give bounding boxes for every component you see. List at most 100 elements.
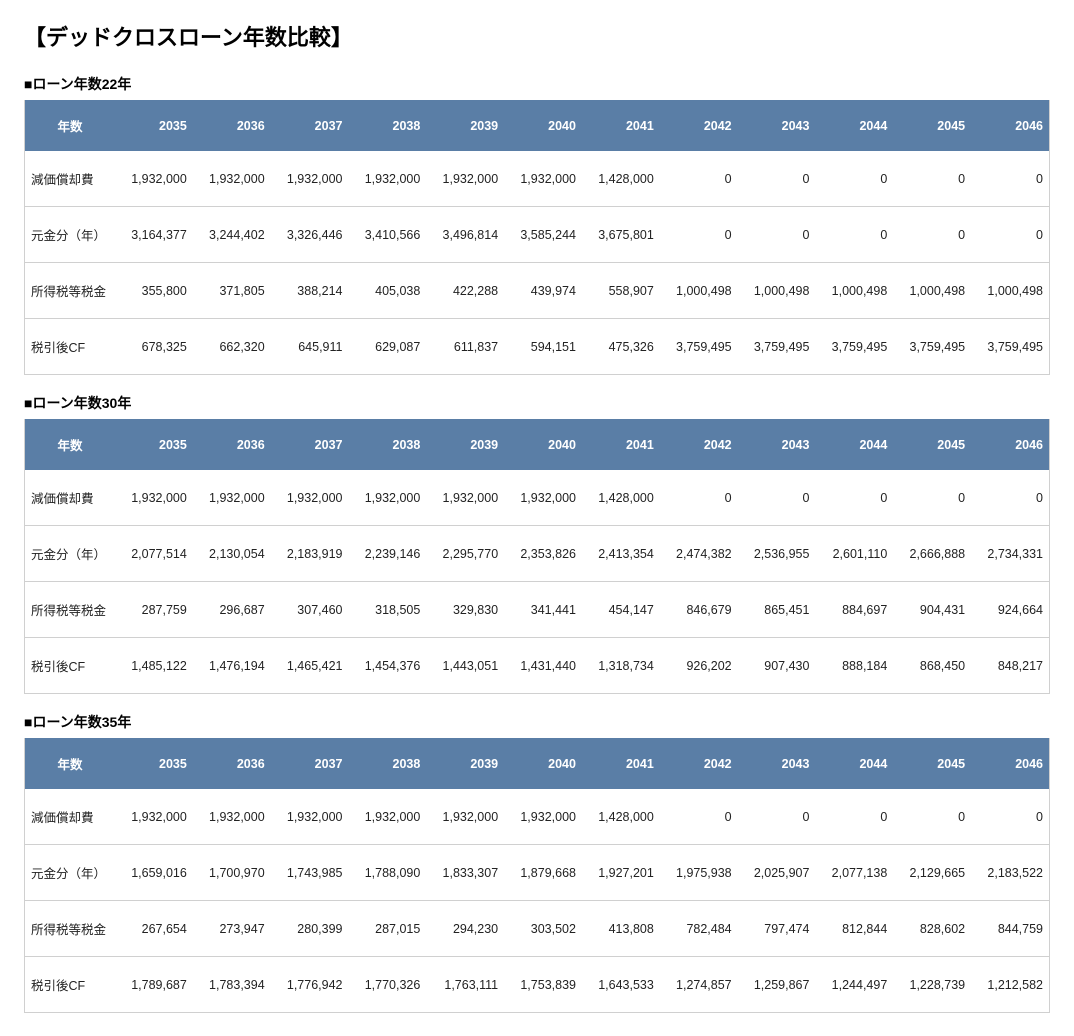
cell-value: 3,759,495 (971, 319, 1049, 375)
row-label: 所得税等税金 (25, 582, 115, 638)
cell-value: 280,399 (271, 901, 349, 957)
cell-value: 904,431 (893, 582, 971, 638)
row-label: 税引後CF (25, 957, 115, 1013)
table-row: 減価償却費1,932,0001,932,0001,932,0001,932,00… (25, 151, 1049, 207)
cell-value: 2,183,919 (271, 526, 349, 582)
page-title: 【デッドクロスローン年数比較】 (24, 20, 1050, 52)
header-label: 年数 (25, 100, 115, 151)
year-header: 2046 (971, 100, 1049, 151)
cell-value: 0 (660, 470, 738, 526)
cell-value: 0 (893, 207, 971, 263)
cell-value: 926,202 (660, 638, 738, 694)
table-row: 減価償却費1,932,0001,932,0001,932,0001,932,00… (25, 470, 1049, 526)
cell-value: 2,077,514 (115, 526, 193, 582)
year-header: 2044 (815, 419, 893, 470)
cell-value: 888,184 (815, 638, 893, 694)
cell-value: 422,288 (426, 263, 504, 319)
cell-value: 1,776,942 (271, 957, 349, 1013)
year-header: 2042 (660, 738, 738, 789)
year-header: 2036 (193, 100, 271, 151)
cell-value: 1,753,839 (504, 957, 582, 1013)
header-label: 年数 (25, 738, 115, 789)
cell-value: 1,000,498 (738, 263, 816, 319)
cell-value: 287,015 (348, 901, 426, 957)
cell-value: 1,428,000 (582, 151, 660, 207)
cell-value: 1,932,000 (271, 789, 349, 845)
year-header: 2038 (348, 100, 426, 151)
section-title: ■ローン年数22年 (24, 74, 1050, 94)
table-row: 元金分（年）2,077,5142,130,0542,183,9192,239,1… (25, 526, 1049, 582)
cell-value: 1,454,376 (348, 638, 426, 694)
table-row: 減価償却費1,932,0001,932,0001,932,0001,932,00… (25, 789, 1049, 845)
cell-value: 3,326,446 (271, 207, 349, 263)
cell-value: 3,244,402 (193, 207, 271, 263)
cell-value: 318,505 (348, 582, 426, 638)
cell-value: 846,679 (660, 582, 738, 638)
cell-value: 645,911 (271, 319, 349, 375)
cell-value: 1,259,867 (738, 957, 816, 1013)
cell-value: 2,536,955 (738, 526, 816, 582)
table-wrap: 年数20352036203720382039204020412042204320… (24, 100, 1050, 375)
cell-value: 0 (815, 207, 893, 263)
cell-value: 0 (893, 789, 971, 845)
cell-value: 0 (893, 470, 971, 526)
table-wrap: 年数20352036203720382039204020412042204320… (24, 738, 1050, 1013)
year-header: 2044 (815, 738, 893, 789)
cell-value: 0 (815, 151, 893, 207)
year-header: 2039 (426, 100, 504, 151)
year-header: 2035 (115, 419, 193, 470)
table-row: 税引後CF678,325662,320645,911629,087611,837… (25, 319, 1049, 375)
cell-value: 2,734,331 (971, 526, 1049, 582)
cell-value: 1,212,582 (971, 957, 1049, 1013)
cell-value: 371,805 (193, 263, 271, 319)
cell-value: 611,837 (426, 319, 504, 375)
year-header: 2035 (115, 738, 193, 789)
cell-value: 2,295,770 (426, 526, 504, 582)
year-header: 2038 (348, 419, 426, 470)
cell-value: 1,932,000 (426, 789, 504, 845)
cell-value: 1,700,970 (193, 845, 271, 901)
comparison-table: 年数20352036203720382039204020412042204320… (25, 419, 1049, 694)
cell-value: 1,788,090 (348, 845, 426, 901)
cell-value: 1,274,857 (660, 957, 738, 1013)
year-header: 2037 (271, 100, 349, 151)
cell-value: 2,413,354 (582, 526, 660, 582)
row-label: 元金分（年） (25, 845, 115, 901)
year-header: 2036 (193, 738, 271, 789)
cell-value: 388,214 (271, 263, 349, 319)
row-label: 税引後CF (25, 319, 115, 375)
cell-value: 2,130,054 (193, 526, 271, 582)
table-row: 税引後CF1,485,1221,476,1941,465,4211,454,37… (25, 638, 1049, 694)
cell-value: 3,164,377 (115, 207, 193, 263)
cell-value: 1,428,000 (582, 470, 660, 526)
cell-value: 267,654 (115, 901, 193, 957)
cell-value: 0 (738, 789, 816, 845)
cell-value: 0 (971, 207, 1049, 263)
cell-value: 1,932,000 (271, 151, 349, 207)
cell-value: 1,932,000 (193, 151, 271, 207)
cell-value: 848,217 (971, 638, 1049, 694)
year-header: 2045 (893, 738, 971, 789)
comparison-table: 年数20352036203720382039204020412042204320… (25, 738, 1049, 1013)
cell-value: 1,000,498 (971, 263, 1049, 319)
cell-value: 355,800 (115, 263, 193, 319)
year-header: 2046 (971, 738, 1049, 789)
year-header: 2035 (115, 100, 193, 151)
cell-value: 1,783,394 (193, 957, 271, 1013)
cell-value: 3,759,495 (893, 319, 971, 375)
year-header: 2041 (582, 419, 660, 470)
cell-value: 439,974 (504, 263, 582, 319)
cell-value: 3,759,495 (660, 319, 738, 375)
cell-value: 1,743,985 (271, 845, 349, 901)
cell-value: 797,474 (738, 901, 816, 957)
cell-value: 865,451 (738, 582, 816, 638)
cell-value: 1,318,734 (582, 638, 660, 694)
cell-value: 405,038 (348, 263, 426, 319)
cell-value: 296,687 (193, 582, 271, 638)
cell-value: 1,428,000 (582, 789, 660, 845)
year-header: 2045 (893, 100, 971, 151)
cell-value: 844,759 (971, 901, 1049, 957)
cell-value: 678,325 (115, 319, 193, 375)
cell-value: 1,932,000 (348, 151, 426, 207)
cell-value: 0 (971, 470, 1049, 526)
